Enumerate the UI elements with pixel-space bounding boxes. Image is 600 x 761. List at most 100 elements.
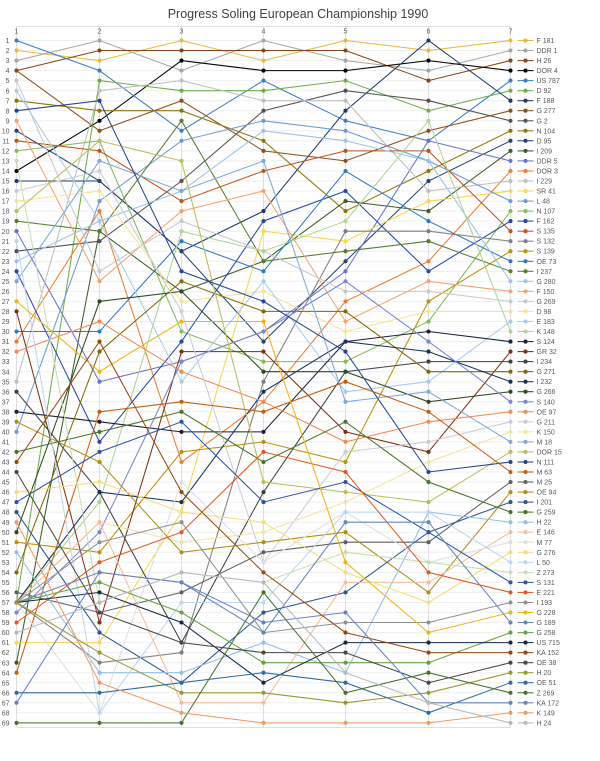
svg-text:OE 97: OE 97 xyxy=(537,409,557,416)
svg-text:27: 27 xyxy=(2,299,10,306)
svg-text:61: 61 xyxy=(2,640,10,647)
svg-text:S 124: S 124 xyxy=(537,339,555,346)
svg-text:F 188: F 188 xyxy=(537,98,555,105)
svg-text:56: 56 xyxy=(2,590,10,597)
svg-text:57: 57 xyxy=(2,600,10,607)
svg-text:I 232: I 232 xyxy=(537,379,553,386)
svg-text:I 209: I 209 xyxy=(537,148,553,155)
svg-text:D 92: D 92 xyxy=(537,88,552,95)
svg-text:63: 63 xyxy=(2,660,10,667)
svg-text:4: 4 xyxy=(262,29,266,36)
svg-text:K 148: K 148 xyxy=(537,329,555,336)
svg-text:KA 152: KA 152 xyxy=(537,650,560,657)
svg-text:14: 14 xyxy=(2,169,10,176)
svg-text:38: 38 xyxy=(2,409,10,416)
svg-text:22: 22 xyxy=(2,249,10,256)
svg-text:I 234: I 234 xyxy=(537,359,553,366)
svg-text:DOR 3: DOR 3 xyxy=(537,169,559,176)
svg-text:M 63: M 63 xyxy=(537,470,553,477)
svg-text:S 139: S 139 xyxy=(537,249,555,256)
svg-text:OE 51: OE 51 xyxy=(537,680,557,687)
svg-text:F 150: F 150 xyxy=(537,289,555,296)
svg-text:44: 44 xyxy=(2,470,10,477)
svg-text:G 211: G 211 xyxy=(537,419,556,426)
svg-text:D 95: D 95 xyxy=(537,138,552,145)
svg-text:26: 26 xyxy=(2,289,10,296)
svg-text:US 787: US 787 xyxy=(537,78,560,85)
svg-text:Progress Soling European Champ: Progress Soling European Championship 19… xyxy=(168,7,429,21)
svg-text:OE 38: OE 38 xyxy=(537,660,557,667)
svg-text:43: 43 xyxy=(2,460,10,467)
svg-text:DOR 4: DOR 4 xyxy=(537,68,559,75)
svg-text:G 189: G 189 xyxy=(537,620,556,627)
svg-text:5: 5 xyxy=(344,29,348,36)
svg-text:I 229: I 229 xyxy=(537,179,553,186)
svg-text:67: 67 xyxy=(2,700,10,707)
svg-text:GR 32: GR 32 xyxy=(537,349,557,356)
svg-text:L 50: L 50 xyxy=(537,560,550,567)
svg-text:7: 7 xyxy=(509,29,513,36)
svg-text:H 22: H 22 xyxy=(537,520,552,527)
svg-text:10: 10 xyxy=(2,128,10,135)
svg-text:G 259: G 259 xyxy=(537,510,556,517)
svg-text:51: 51 xyxy=(2,540,10,547)
svg-text:3: 3 xyxy=(6,58,10,65)
svg-text:S 132: S 132 xyxy=(537,239,555,246)
svg-text:K 150: K 150 xyxy=(537,429,555,436)
svg-text:DOR 15: DOR 15 xyxy=(537,449,562,456)
svg-text:17: 17 xyxy=(2,199,10,206)
svg-text:KA 172: KA 172 xyxy=(537,700,560,707)
svg-text:6: 6 xyxy=(427,29,431,36)
svg-text:42: 42 xyxy=(2,450,10,457)
svg-text:25: 25 xyxy=(2,279,10,286)
svg-text:F 181: F 181 xyxy=(537,38,555,45)
svg-text:Z 269: Z 269 xyxy=(537,690,555,697)
svg-text:46: 46 xyxy=(2,490,10,497)
svg-text:54: 54 xyxy=(2,570,10,577)
svg-text:49: 49 xyxy=(2,520,10,527)
svg-text:H 24: H 24 xyxy=(537,720,552,727)
svg-text:32: 32 xyxy=(2,349,10,356)
svg-text:G 258: G 258 xyxy=(537,630,556,637)
svg-text:G 2: G 2 xyxy=(537,118,548,125)
svg-text:39: 39 xyxy=(2,419,10,426)
svg-text:M 18: M 18 xyxy=(537,439,553,446)
svg-text:DDR 1: DDR 1 xyxy=(537,48,558,55)
svg-text:62: 62 xyxy=(2,650,10,657)
svg-text:6: 6 xyxy=(6,88,10,95)
svg-text:53: 53 xyxy=(2,560,10,567)
svg-text:4: 4 xyxy=(6,68,10,75)
svg-text:3: 3 xyxy=(180,29,184,36)
svg-text:7: 7 xyxy=(6,98,10,105)
svg-text:G 269: G 269 xyxy=(537,299,556,306)
svg-text:I 237: I 237 xyxy=(537,269,553,276)
svg-text:I 201: I 201 xyxy=(537,500,553,507)
svg-text:G 277: G 277 xyxy=(537,108,556,115)
svg-text:33: 33 xyxy=(2,359,10,366)
svg-text:N 107: N 107 xyxy=(537,209,556,216)
svg-text:E 221: E 221 xyxy=(537,590,555,597)
svg-text:12: 12 xyxy=(2,149,10,156)
svg-text:36: 36 xyxy=(2,389,10,396)
svg-text:S 131: S 131 xyxy=(537,580,555,587)
svg-text:40: 40 xyxy=(2,430,10,437)
svg-text:2: 2 xyxy=(98,29,102,36)
svg-text:SR 41: SR 41 xyxy=(537,189,557,196)
svg-text:DDR 5: DDR 5 xyxy=(537,158,558,165)
svg-text:S 135: S 135 xyxy=(537,229,555,236)
svg-text:2: 2 xyxy=(6,48,10,55)
svg-text:34: 34 xyxy=(2,369,10,376)
svg-text:13: 13 xyxy=(2,159,10,166)
svg-text:20: 20 xyxy=(2,229,10,236)
svg-text:18: 18 xyxy=(2,209,10,216)
svg-text:F 162: F 162 xyxy=(537,219,555,226)
svg-text:US 715: US 715 xyxy=(537,640,560,647)
svg-text:N 104: N 104 xyxy=(537,128,556,135)
svg-text:29: 29 xyxy=(2,319,10,326)
svg-text:N 111: N 111 xyxy=(537,460,555,467)
svg-text:S 140: S 140 xyxy=(537,399,555,406)
svg-text:G 271: G 271 xyxy=(537,369,556,376)
svg-text:5: 5 xyxy=(6,78,10,85)
svg-text:31: 31 xyxy=(2,339,10,346)
svg-text:L 48: L 48 xyxy=(537,199,550,206)
